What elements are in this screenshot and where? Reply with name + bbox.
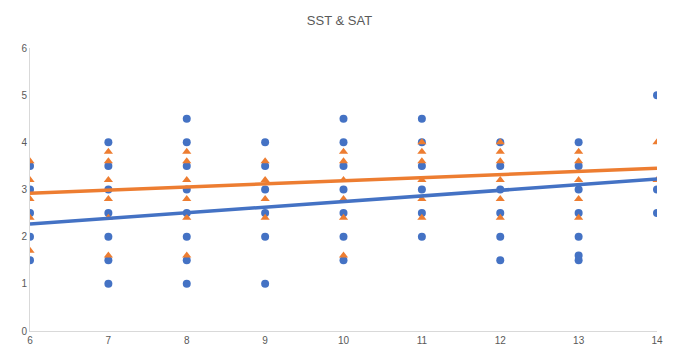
svg-text:14: 14 [651,335,663,346]
svg-text:12: 12 [495,335,507,346]
svg-text:8: 8 [184,335,190,346]
svg-text:0: 0 [21,326,27,337]
svg-text:2: 2 [21,231,27,242]
svg-text:SST & SAT: SST & SAT [307,13,372,28]
svg-text:9: 9 [262,335,268,346]
svg-text:6: 6 [21,43,27,54]
svg-text:6: 6 [27,335,33,346]
svg-text:13: 13 [573,335,585,346]
svg-text:5: 5 [21,90,27,101]
svg-text:1: 1 [21,278,27,289]
svg-text:10: 10 [338,335,350,346]
svg-text:11: 11 [417,335,428,346]
svg-text:7: 7 [106,335,112,346]
svg-text:3: 3 [21,184,27,195]
svg-text:4: 4 [21,137,27,148]
